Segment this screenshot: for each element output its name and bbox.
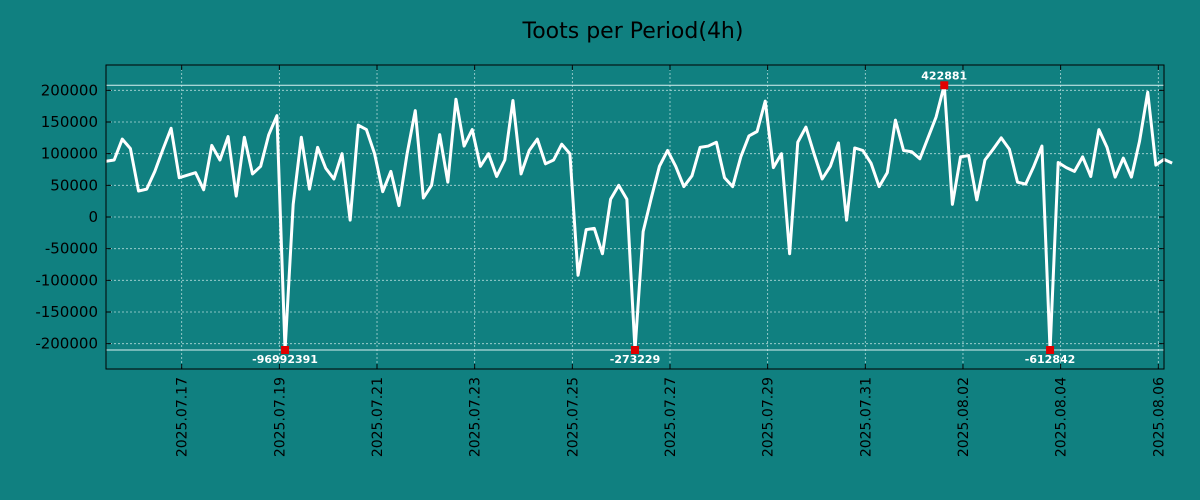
reference-lines	[106, 84, 1164, 351]
x-tick-label: 2025.07.23	[468, 377, 484, 457]
annotation-label: -612842	[1025, 353, 1076, 366]
annotation-label: 422881	[921, 69, 967, 82]
y-tick-label: 100000	[41, 145, 98, 163]
y-tick-label: 150000	[41, 113, 98, 131]
y-tick-label: 50000	[50, 176, 98, 194]
extreme-marker	[631, 346, 639, 354]
y-tick-label: -150000	[35, 303, 98, 321]
x-tick-label: 2025.08.04	[1054, 377, 1070, 457]
x-tick-label: 2025.07.31	[858, 377, 874, 457]
annotation-label: -273229	[610, 353, 661, 366]
extreme-marker	[281, 346, 290, 354]
x-tick-label: 2025.07.19	[272, 377, 288, 457]
y-tick-label: 0	[88, 208, 98, 226]
extreme-marker	[940, 81, 949, 90]
y-tick-label: -200000	[35, 335, 98, 353]
y-tick-label: 200000	[41, 81, 98, 99]
x-tick-label: 2025.07.25	[565, 377, 581, 457]
y-axis: 200000 150000 100000 50000 0 -50000 -100000 -15…	[35, 81, 1164, 353]
x-tick-label: 2025.08.06	[1151, 377, 1167, 457]
x-tick-label: 2025.07.27	[663, 377, 679, 457]
y-tick-label: -50000	[45, 240, 98, 258]
x-axis: 2025.07.17 2025.07.19 2025.07.21 2025.07.23…	[175, 65, 1167, 457]
chart-title: Toots per Period(4h)	[522, 19, 744, 44]
markers: -96992391 -273229 422881 -612842	[252, 69, 1075, 366]
series-layer	[105, 83, 1173, 352]
x-tick-label: 2025.07.21	[370, 377, 386, 457]
series-line-toots	[105, 83, 1173, 352]
x-tick-label: 2025.07.29	[761, 377, 777, 457]
annotation-label: -96992391	[252, 353, 318, 366]
x-tick-label: 2025.08.02	[956, 377, 972, 457]
extreme-marker	[1046, 346, 1055, 354]
y-tick-label: -100000	[35, 271, 98, 289]
x-tick-label: 2025.07.17	[175, 377, 191, 457]
